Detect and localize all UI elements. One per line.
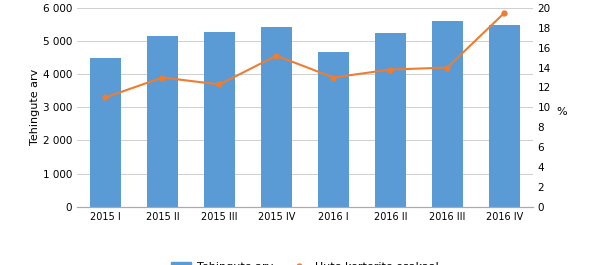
Bar [260, 27, 292, 207]
Bar [488, 25, 520, 207]
Bar [375, 33, 406, 207]
Bar [318, 52, 349, 207]
Bar [204, 32, 235, 207]
Y-axis label: %: % [556, 107, 567, 117]
Y-axis label: Tehingute arv: Tehingute arv [30, 69, 40, 145]
Bar [432, 21, 463, 207]
Bar [147, 36, 178, 207]
Bar [90, 58, 121, 207]
Legend: Tehingute arv, Uute korterite osakaal: Tehingute arv, Uute korterite osakaal [166, 258, 443, 265]
